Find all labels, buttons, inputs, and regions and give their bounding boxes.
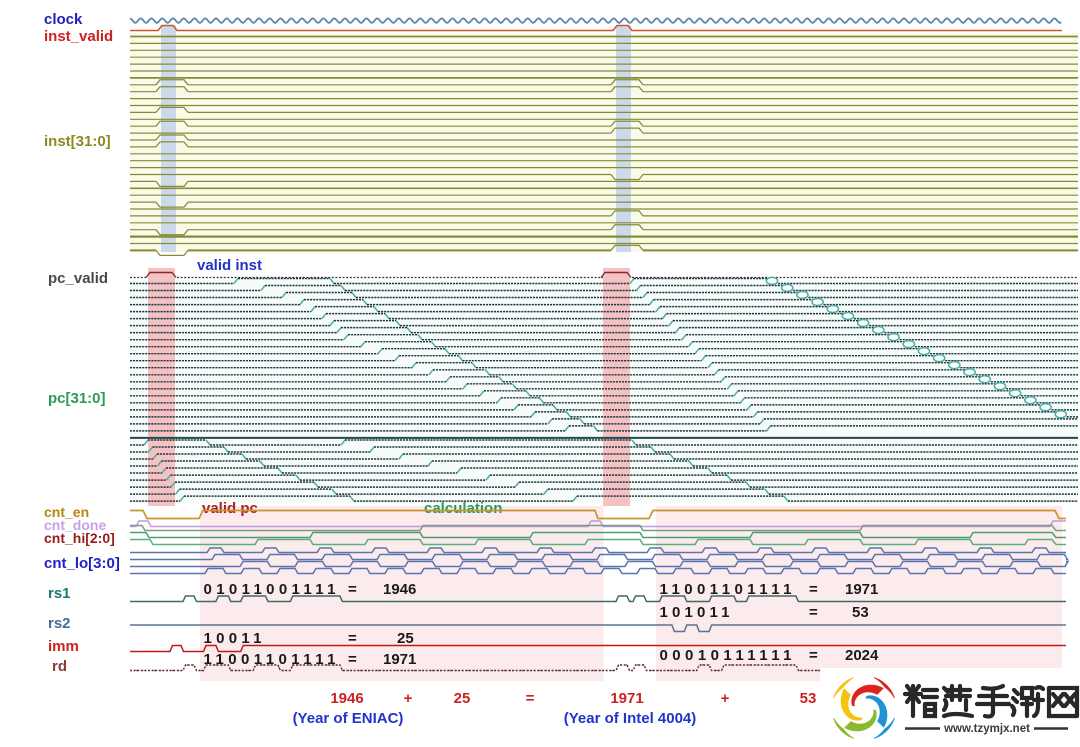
svg-text:calculation: calculation: [424, 500, 502, 517]
svg-text:imm: imm: [48, 638, 79, 655]
svg-text:rd: rd: [52, 658, 67, 675]
svg-text:25: 25: [454, 690, 471, 707]
svg-text:inst[31:0]: inst[31:0]: [44, 133, 111, 150]
svg-text:=: =: [809, 581, 818, 598]
svg-text:53: 53: [800, 690, 817, 707]
svg-text:10011: 10011: [204, 630, 262, 647]
svg-text:00010111111: 00010111111: [660, 647, 792, 664]
svg-text:1971: 1971: [610, 690, 643, 707]
svg-text:(Year of ENIAC): (Year of ENIAC): [293, 710, 404, 727]
svg-text:valid inst: valid inst: [197, 257, 262, 274]
svg-text:rs1: rs1: [48, 585, 71, 602]
svg-text:cnt_hi[2:0]: cnt_hi[2:0]: [44, 530, 115, 546]
svg-text:pc[31:0]: pc[31:0]: [48, 390, 106, 407]
svg-text:=: =: [348, 630, 357, 647]
svg-text:=: =: [809, 604, 818, 621]
svg-text:clock: clock: [44, 11, 83, 28]
svg-text:11001101111: 11001101111: [660, 581, 792, 598]
svg-text:rs2: rs2: [48, 615, 71, 632]
svg-text:cnt_done: cnt_done: [44, 517, 106, 533]
svg-text:53: 53: [852, 604, 869, 621]
svg-text:=: =: [348, 651, 357, 668]
svg-text:inst_valid: inst_valid: [44, 28, 113, 45]
svg-text:valid pc: valid pc: [202, 500, 258, 517]
svg-text:1946: 1946: [383, 581, 416, 598]
svg-text:2024: 2024: [845, 647, 879, 664]
svg-text:25: 25: [397, 630, 414, 647]
svg-text:=: =: [809, 647, 818, 664]
svg-text:=: =: [526, 690, 535, 707]
svg-text:+: +: [404, 690, 413, 707]
svg-text:11001101111: 11001101111: [204, 651, 336, 668]
svg-text:01011001111: 01011001111: [204, 581, 336, 598]
svg-text:1971: 1971: [383, 651, 416, 668]
svg-text:(Year of Intel 4004): (Year of Intel 4004): [564, 710, 697, 727]
svg-text:+: +: [721, 690, 730, 707]
svg-text:1971: 1971: [845, 581, 878, 598]
svg-text:pc_valid: pc_valid: [48, 270, 108, 287]
svg-text:1946: 1946: [330, 690, 363, 707]
svg-text:=: =: [348, 581, 357, 598]
svg-text:cnt_en: cnt_en: [44, 504, 89, 520]
svg-text:www.tzymjx.net: www.tzymjx.net: [943, 723, 1030, 735]
svg-text:cnt_lo[3:0]: cnt_lo[3:0]: [44, 555, 120, 572]
